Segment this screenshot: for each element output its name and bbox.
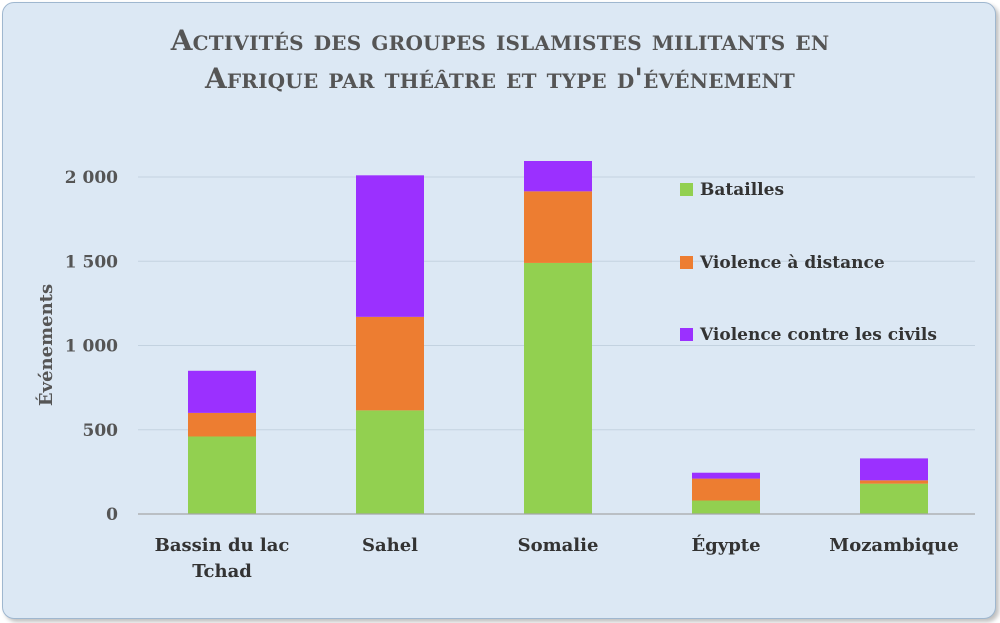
chart-title: Activités des groupes islamistes militan… [0,22,1000,98]
y-tick-label: 0 [106,505,118,525]
bar-segment [692,472,760,479]
chart-title-line-1: Activités des groupes islamistes militan… [170,24,830,57]
bars [188,160,928,514]
bar-segment [524,191,592,263]
bar-segment [860,483,928,514]
bar-segment [524,262,592,514]
bar-segment [188,370,256,413]
y-tick-label: 500 [83,421,119,441]
bar-segment [356,175,424,317]
bar-segment [860,458,928,481]
y-tick-label: 2 000 [65,168,118,188]
y-tick-label: 1 000 [65,337,118,357]
legend-swatch [680,328,693,341]
chart-title-line-2: Afrique par théâtre et type d'événement [204,62,796,95]
bar-segment [692,500,760,514]
bar-segment [188,412,256,437]
bar-segment [692,478,760,501]
x-category-label: Égypte [691,533,760,556]
x-category-label: Tchad [192,561,252,582]
y-axis-label: Événements [34,284,57,406]
x-category-label: Somalie [518,535,599,556]
y-tick-label: 1 500 [65,252,118,272]
legend-label: Violence contre les civils [699,325,937,345]
legend-swatch [680,256,693,269]
bar-segment [356,410,424,514]
bar-segment [356,316,424,411]
legend: Batailles Violence à distance Violence con… [680,180,937,345]
bar-segment [188,436,256,514]
y-axis-ticks: 0 500 1 000 1 500 2 000 [65,168,118,525]
x-category-label: Sahel [362,535,418,556]
bar-segment [860,480,928,484]
legend-swatch [680,183,693,196]
legend-label: Batailles [700,180,784,200]
x-category-label: Mozambique [829,535,958,556]
x-axis-category-labels: Bassin du lac Tchad Sahel Somalie Égypte Moza… [155,533,959,582]
bar-segment [524,160,592,192]
x-category-label: Bassin du lac [155,535,290,556]
legend-label: Violence à distance [699,253,885,273]
